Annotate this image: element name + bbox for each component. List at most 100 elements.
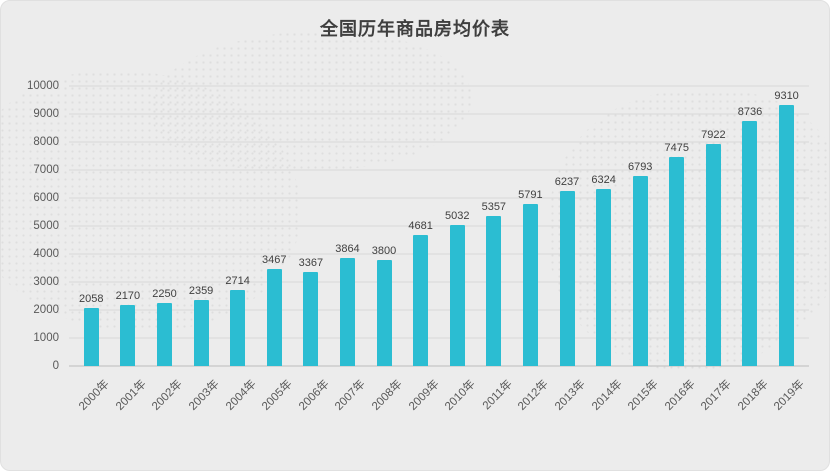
bar [413, 234, 429, 366]
bar [376, 259, 392, 366]
bar-slot: 5357 [476, 86, 513, 366]
bar-slot: 4681 [402, 86, 439, 366]
bar-series: 2058 2170 2250 2359 2714 3467 3367 3864 3800 4681… [69, 86, 809, 366]
bar-value-label: 2359 [188, 284, 214, 297]
x-axis-tick-label: 2005年 [260, 378, 295, 413]
bar-value-label: 2714 [225, 275, 250, 288]
x-axis-tick: 2001年 [110, 367, 149, 437]
gridline [69, 281, 809, 283]
bar-value-label: 5791 [518, 188, 543, 201]
x-axis-tick: 2005年 [256, 367, 295, 437]
y-axis-tick-label: 4000 [33, 248, 59, 260]
bar [266, 268, 282, 366]
gridline [69, 169, 809, 171]
bar-slot: 2058 [73, 86, 110, 366]
bar-value-label: 3864 [335, 242, 360, 255]
bar-value-label: 5357 [481, 201, 507, 214]
x-axis-tick: 2010年 [439, 367, 478, 437]
gridline [69, 337, 809, 339]
x-axis-tick-label: 2015年 [626, 378, 661, 413]
x-axis-tick: 2003年 [183, 367, 222, 437]
gridline [69, 113, 809, 115]
x-axis-tick: 2002年 [146, 367, 186, 437]
x-axis-tick: 2017年 [695, 367, 734, 437]
bar-value-label: 4681 [408, 219, 433, 232]
x-axis-tick-label: 2019年 [772, 378, 808, 413]
bar-slot: 6324 [585, 86, 622, 366]
y-axis-tick-label: 8000 [33, 136, 59, 148]
plot-area: 2058 2170 2250 2359 2714 3467 3367 3864 3800 4681… [69, 85, 809, 367]
bar [669, 156, 685, 366]
y-axis-tick-label: 9000 [33, 108, 59, 120]
x-axis-tick: 2011年 [476, 367, 514, 437]
bar [83, 308, 99, 366]
x-axis-tick-label: 2014年 [589, 378, 625, 413]
gridline [69, 225, 809, 227]
x-axis-tick: 2009年 [402, 367, 442, 437]
bar [449, 225, 465, 366]
bar-slot: 2359 [183, 86, 220, 366]
bar-slot: 5032 [439, 86, 476, 366]
y-axis-tick-label: 3000 [33, 276, 59, 288]
x-axis-tick: 2000年 [73, 367, 112, 437]
x-axis-tick-label: 2002年 [150, 378, 186, 413]
bar-value-label: 7922 [701, 129, 726, 142]
bar-value-label: 7475 [664, 141, 690, 154]
bar-slot: 3800 [366, 86, 403, 366]
bar-slot: 5791 [512, 86, 549, 366]
y-axis-tick-label: 2000 [33, 304, 59, 316]
y-axis: 0 1000 2000 3000 4000 5000 6000 7000 8000 9000 100… [1, 80, 59, 372]
bar [742, 121, 758, 366]
bar [339, 257, 355, 366]
bar [193, 299, 209, 366]
bar-slot: 2714 [219, 86, 256, 366]
bar [486, 216, 502, 366]
bar [559, 191, 575, 366]
y-axis-tick-label: 5000 [33, 220, 59, 232]
bar-value-label: 6237 [554, 176, 580, 189]
y-axis-tick-label: 6000 [33, 192, 59, 204]
gridline [69, 85, 809, 87]
bar-slot: 6793 [622, 86, 659, 366]
x-axis-tick-label: 2007年 [333, 378, 369, 413]
x-axis-tick-label: 2012年 [516, 378, 552, 413]
y-axis-tick-label: 0 [52, 360, 59, 372]
x-axis-tick-label: 2003年 [186, 378, 222, 413]
x-axis-tick-label: 2004年 [223, 378, 259, 413]
x-axis-tick-label: 2006年 [296, 378, 332, 413]
y-axis-tick-label: 7000 [33, 164, 59, 176]
bar [596, 188, 612, 366]
x-axis-tick: 2013年 [549, 367, 588, 437]
bar-value-label: 2250 [152, 288, 177, 300]
x-axis-tick-label: 2001年 [113, 378, 149, 413]
bar-value-label: 8736 [737, 106, 763, 119]
x-axis-tick-label: 2010年 [443, 378, 478, 413]
bar [779, 105, 795, 366]
bar [522, 203, 538, 366]
x-axis-tick-label: 2000年 [77, 378, 112, 413]
gridline [69, 197, 809, 199]
x-axis-tick-label: 2016年 [662, 378, 698, 413]
x-axis-tick: 2019年 [768, 367, 808, 437]
x-axis-tick: 2006年 [293, 367, 332, 437]
x-axis-tick-label: 2009年 [406, 378, 442, 413]
x-axis-tick-label: 2013年 [552, 378, 588, 413]
bar-slot: 3467 [256, 86, 293, 366]
bar [303, 271, 319, 366]
gridline [69, 141, 809, 143]
bar-slot: 3367 [293, 86, 330, 366]
x-axis-tick-label: 2008年 [369, 378, 405, 413]
bar-slot: 6237 [549, 86, 586, 366]
bar-slot: 7922 [695, 86, 732, 366]
bar-value-label: 3367 [298, 256, 324, 269]
bar-value-label: 6324 [591, 173, 616, 186]
x-axis-tick-label: 2017年 [699, 378, 734, 413]
bar-slot: 9310 [768, 86, 805, 366]
bar [120, 305, 136, 366]
x-axis-tick: 2008年 [366, 367, 405, 437]
chart-title: 全国历年商品房均价表 [320, 19, 510, 39]
bar-value-label: 2170 [115, 290, 141, 303]
gridline [69, 309, 809, 311]
x-axis-tick: 2014年 [585, 367, 625, 437]
bar-value-label: 5032 [444, 210, 470, 223]
